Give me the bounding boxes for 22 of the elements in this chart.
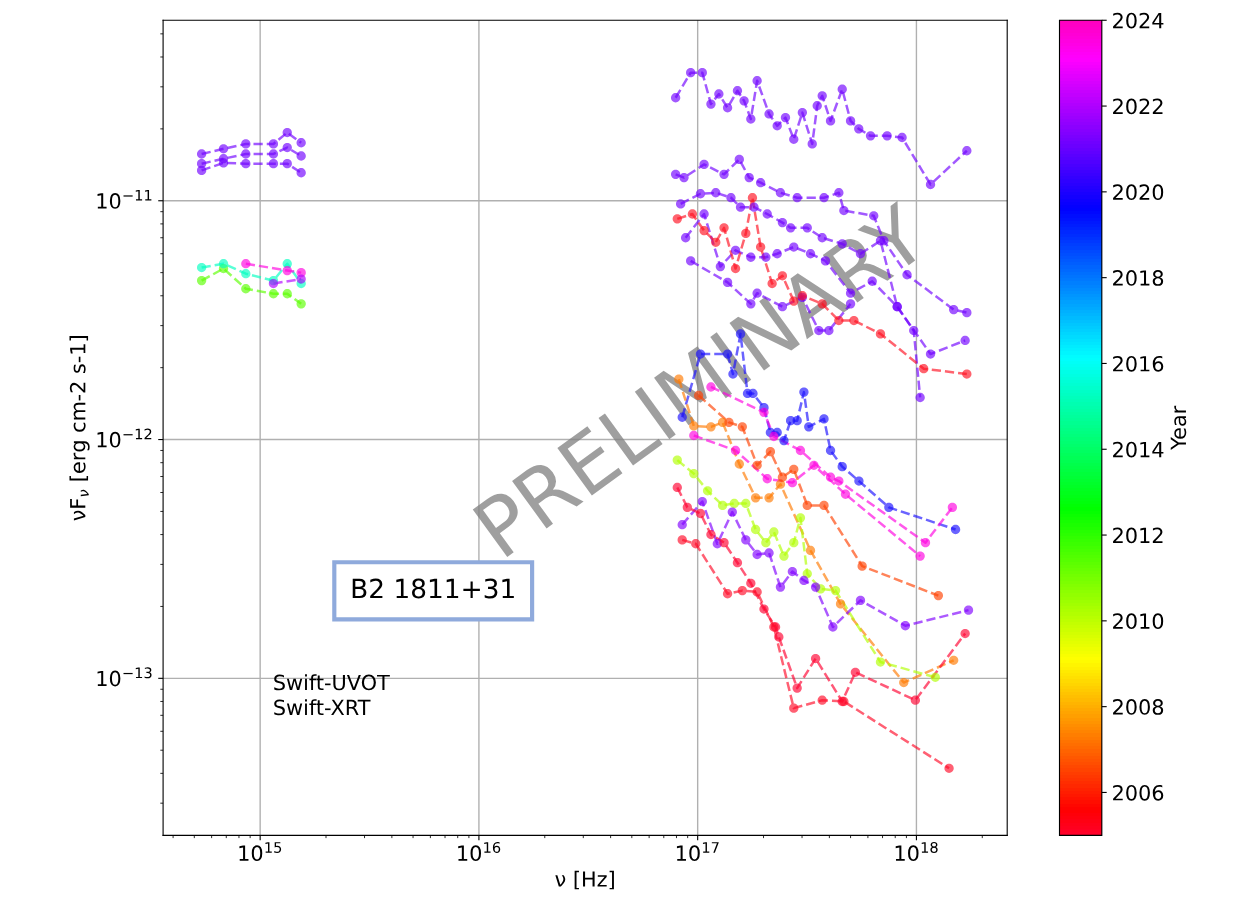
color-bar-label: 2020 xyxy=(1113,184,1164,201)
y-tick-label: 10$^{−11}$ xyxy=(97,189,152,209)
y-tick-label: 10$^{−12}$ xyxy=(97,428,152,448)
color-bar-label: 2012 xyxy=(1113,527,1163,544)
y-tick-label: 10$^{−13}$ xyxy=(97,667,152,687)
x-tick-label: 10$^{17}$ xyxy=(676,842,719,862)
color-bar-label: 2024 xyxy=(1113,12,1164,29)
color-bar-label: 2022 xyxy=(1113,98,1163,115)
annotation: Swift-UVOT Swift-XRT xyxy=(274,674,390,716)
annotation: B2 1811+31 xyxy=(352,578,514,599)
color-bar-label: 2008 xyxy=(1113,699,1164,715)
color-bar-label: 2010 xyxy=(1113,613,1164,630)
x-axis-title: ν [Hz] xyxy=(555,870,614,890)
color-bar-label: 2006 xyxy=(1113,784,1164,801)
x-tick-label: 10$^{16}$ xyxy=(458,841,501,862)
color-bar-label: 2016 xyxy=(1113,355,1164,372)
x-tick-label: 10$^{18}$ xyxy=(895,841,938,862)
color-bar-title: Year xyxy=(1170,405,1187,450)
x-tick-label: 10$^{15}$ xyxy=(239,842,282,862)
y-axis-title: νF$_{ν}$ [erg cm-2 s-1] xyxy=(69,336,90,521)
color-bar-label: 2018 xyxy=(1113,270,1164,286)
color-bar-label: 2014 xyxy=(1113,441,1164,458)
